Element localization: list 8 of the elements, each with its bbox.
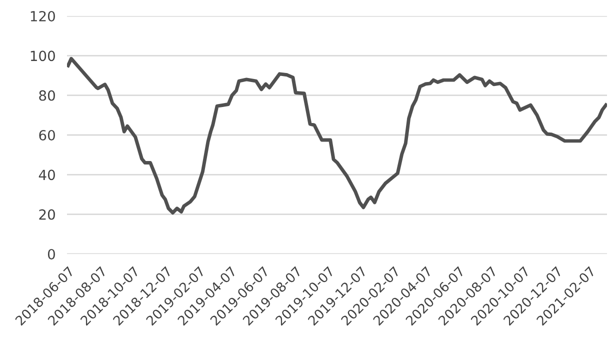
y-tick-label: 100 <box>30 50 55 62</box>
line-series <box>67 56 607 214</box>
y-tick-label: 120 <box>30 10 55 22</box>
y-tick-label: 0 <box>48 248 55 260</box>
y-tick-label: 60 <box>39 130 55 140</box>
y-tick-label: 80 <box>39 90 55 101</box>
y-tick-label: 20 <box>39 209 55 220</box>
y-tick-label: 40 <box>38 170 55 180</box>
